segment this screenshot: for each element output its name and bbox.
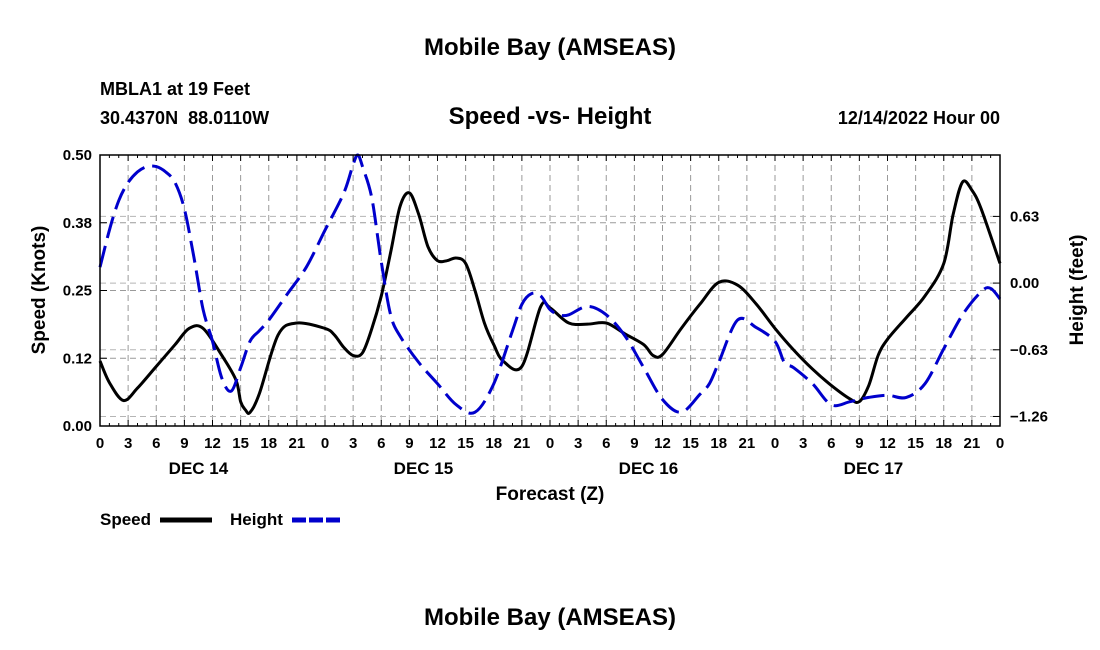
- x-tick-label: 6: [377, 435, 385, 452]
- x-tick-label: 12: [879, 435, 896, 452]
- repeat-page-title: Mobile Bay (AMSEAS): [424, 604, 676, 631]
- left-axis-title: Speed (Knots): [29, 226, 50, 355]
- forecast-timestamp: 12/14/2022 Hour 00: [838, 108, 1000, 128]
- x-tick-label: 15: [907, 435, 924, 452]
- x-axis-title: Forecast (Z): [496, 484, 605, 505]
- day-label: DEC 17: [844, 459, 904, 478]
- day-label: DEC 16: [619, 459, 679, 478]
- x-tick-label: 21: [514, 435, 531, 452]
- x-tick-label: 15: [682, 435, 699, 452]
- x-tick-label: 6: [827, 435, 835, 452]
- x-tick-label: 15: [457, 435, 474, 452]
- right-tick-label: 0.63: [1010, 208, 1039, 225]
- x-tick-label: 18: [935, 435, 952, 452]
- x-tick-label: 3: [799, 435, 807, 452]
- x-tick-label: 18: [485, 435, 502, 452]
- legend: Speed Height: [100, 510, 342, 529]
- left-tick-label: 0.12: [63, 350, 92, 367]
- day-label: DEC 14: [169, 459, 229, 478]
- x-tick-label: 0: [321, 435, 329, 452]
- day-label: DEC 15: [394, 459, 454, 478]
- chart-title: Speed -vs- Height: [449, 103, 652, 130]
- x-tick-label: 9: [855, 435, 863, 452]
- x-tick-label: 0: [771, 435, 779, 452]
- x-tick-label: 9: [180, 435, 188, 452]
- left-tick-label: 0.25: [63, 283, 92, 300]
- x-tick-label: 3: [349, 435, 357, 452]
- right-tick-label: −0.63: [1010, 342, 1048, 359]
- x-tick-label: 3: [124, 435, 132, 452]
- x-tick-label: 0: [96, 435, 104, 452]
- x-tick-label: 21: [964, 435, 981, 452]
- legend-label-speed: Speed: [100, 510, 151, 529]
- x-tick-label: 18: [260, 435, 277, 452]
- x-tick-label: 12: [204, 435, 221, 452]
- x-tick-label: 6: [152, 435, 160, 452]
- x-tick-label: 0: [546, 435, 554, 452]
- series-line-height: [98, 153, 1002, 415]
- x-tick-label: 0: [996, 435, 1004, 452]
- x-axis: 0 3 6 9 12 15 18 21 0 3 6 9 12 15 18 21 0 3 6 9 12 15 18 21 0 3 6 9…: [96, 155, 1004, 478]
- x-tick-label: 3: [574, 435, 582, 452]
- x-tick-label: 21: [739, 435, 756, 452]
- right-tick-label: −1.26: [1010, 408, 1048, 425]
- x-tick-label: 18: [710, 435, 727, 452]
- right-axis: 0.63 0.00 −0.63 −1.26: [993, 208, 1048, 425]
- left-axis: 0.00 0.12 0.25 0.38 0.50: [63, 147, 107, 435]
- right-tick-label: 0.00: [1010, 275, 1039, 292]
- left-tick-label: 0.50: [63, 147, 92, 164]
- series-line-speed: [98, 179, 1002, 415]
- x-tick-label: 9: [405, 435, 413, 452]
- station-label: MBLA1 at 19 Feet: [100, 79, 250, 99]
- left-tick-label: 0.38: [63, 215, 92, 232]
- x-tick-label: 9: [630, 435, 638, 452]
- plot-lines: [98, 153, 1002, 415]
- x-tick-label: 12: [429, 435, 446, 452]
- x-tick-label: 12: [654, 435, 671, 452]
- page-title: Mobile Bay (AMSEAS): [424, 34, 676, 61]
- station-coordinates: 30.4370N 88.0110W: [100, 108, 269, 128]
- right-axis-title: Height (feet): [1067, 235, 1088, 346]
- x-tick-label: 15: [232, 435, 249, 452]
- x-tick-label: 6: [602, 435, 610, 452]
- legend-label-height: Height: [230, 510, 283, 529]
- left-tick-label: 0.00: [63, 418, 92, 435]
- x-tick-label: 21: [289, 435, 306, 452]
